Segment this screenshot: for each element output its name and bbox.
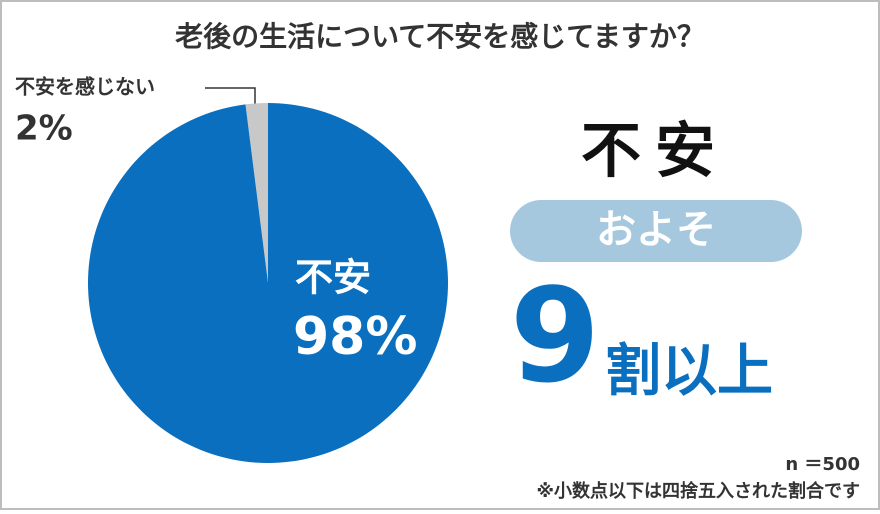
chart-title: 老後の生活について不安を感じてますか？ — [175, 20, 705, 53]
badge-bg — [510, 200, 802, 262]
big-suffix: 割以上 — [605, 339, 773, 404]
pie-slice — [88, 103, 449, 463]
badge-text: およそ — [596, 207, 716, 253]
leader-line — [205, 87, 256, 108]
pie-slice — [245, 103, 268, 283]
sample-size: n ＝500 — [785, 454, 860, 475]
footnote: ※小数点以下は四捨五入された割合です — [537, 480, 861, 502]
headline: 不安 — [581, 117, 729, 187]
slice-value-label: 98% — [293, 307, 417, 367]
slice-label: 不安 — [295, 256, 371, 300]
slice-value-label: 2% — [15, 109, 73, 149]
big-number: 9 — [510, 260, 600, 412]
slice-label: 不安を感じない — [15, 75, 155, 99]
